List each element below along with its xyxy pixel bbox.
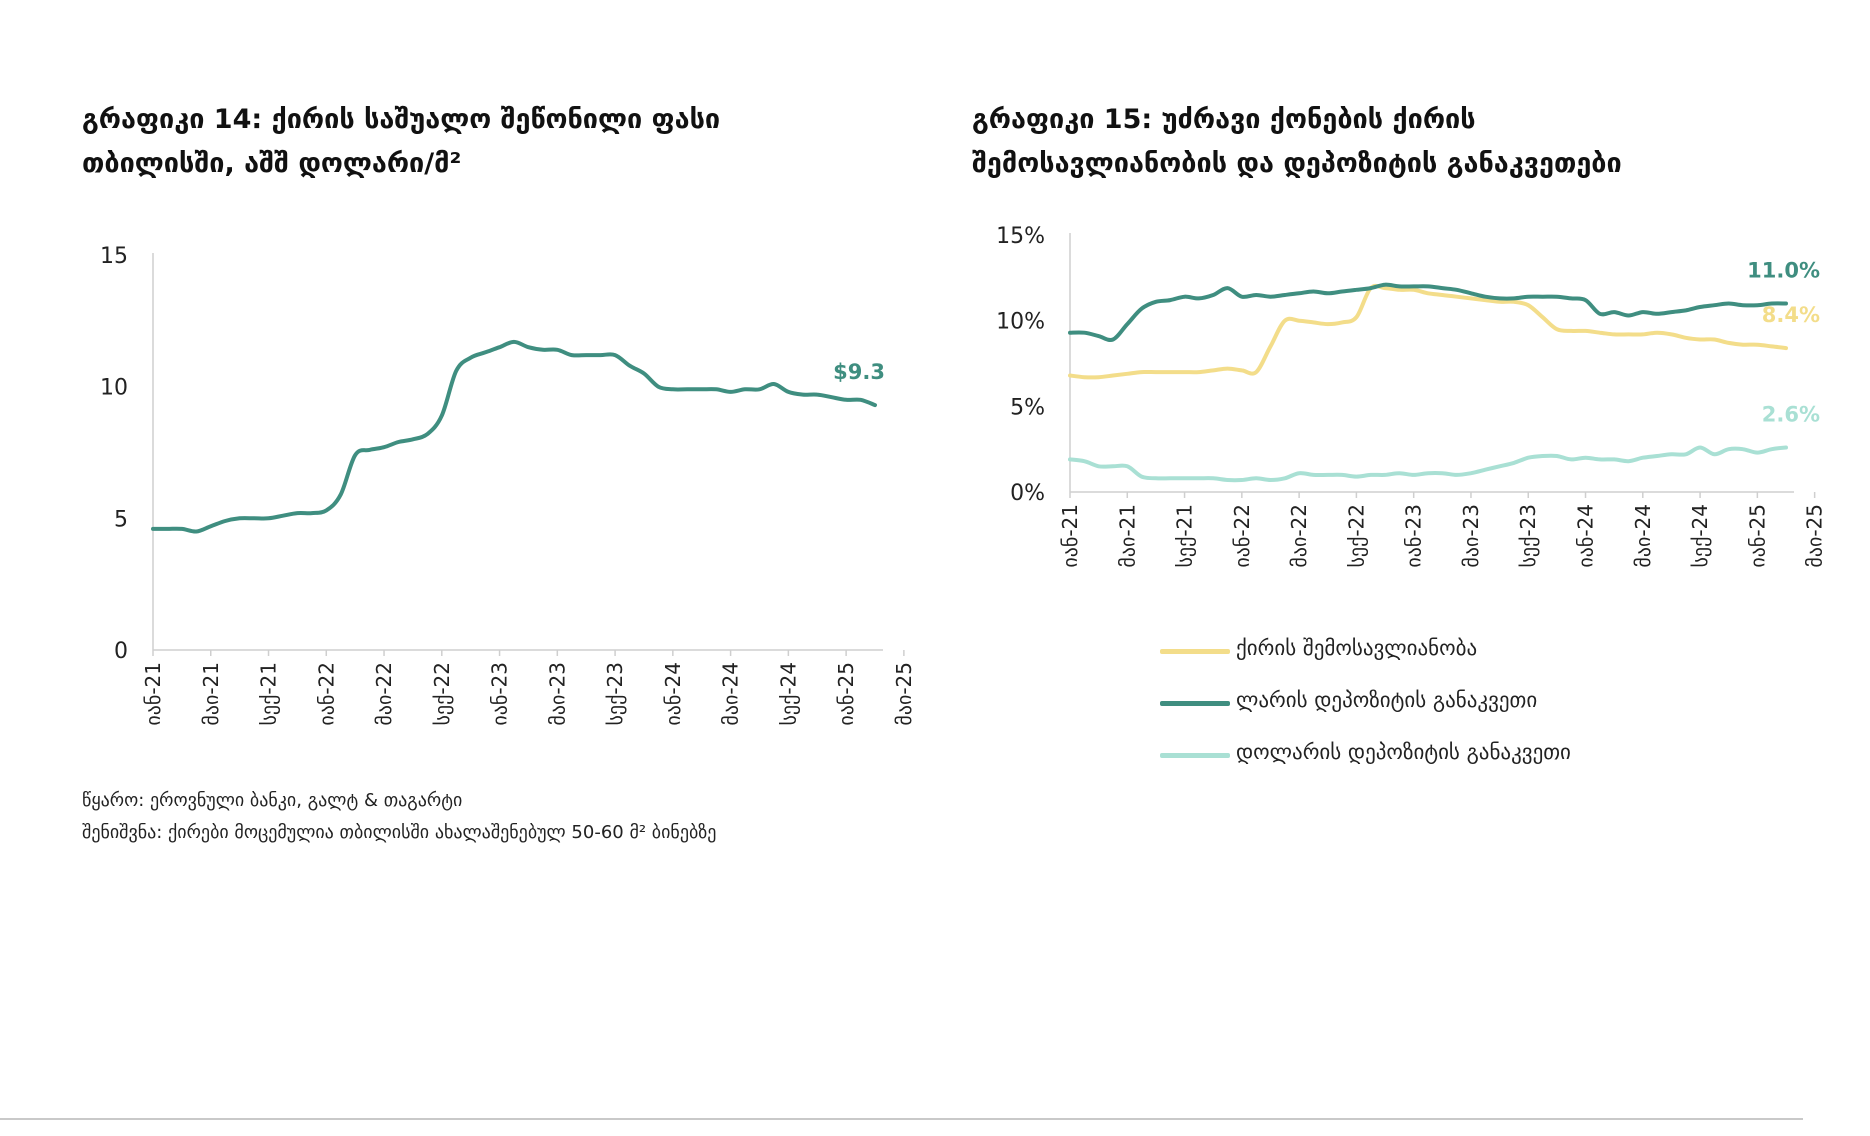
x-tick-label: მაი-24 — [1631, 504, 1655, 568]
x-tick-label: სექ-23 — [603, 662, 627, 726]
x-tick-label: სექ-24 — [1688, 504, 1712, 568]
chart15-title: გრაფიკი 15: უძრავი ქონების ქირის შემოსავ… — [972, 98, 1622, 186]
x-tick-label: იან-23 — [1402, 504, 1426, 568]
x-tick-label: იან-24 — [661, 662, 685, 726]
x-tick-label: სექ-21 — [1173, 504, 1197, 568]
series-line-14-0 — [151, 339, 877, 534]
x-tick-label: იან-25 — [834, 662, 858, 726]
x-tick-label: მაი-21 — [199, 662, 223, 726]
x-tick-label: სექ-22 — [1344, 504, 1368, 568]
y-tick-label: 15 — [100, 244, 128, 269]
legend-label-gel-deposit: ლარის დეპოზიტის განაკვეთი — [1236, 688, 1538, 712]
x-tick-label: იან-21 — [141, 662, 165, 726]
y-tick-label: 15% — [996, 224, 1045, 249]
y-tick-label: 0% — [1010, 481, 1045, 506]
legend-label-usd-deposit: დოლარის დეპოზიტის განაკვეთი — [1236, 740, 1571, 764]
x-tick-label: მაი-25 — [1803, 504, 1827, 568]
series-line-15-2 — [1068, 445, 1788, 483]
series-line-15-0 — [1068, 283, 1788, 380]
x-tick-label: იან-22 — [314, 662, 338, 726]
x-tick-label: სექ-22 — [430, 662, 454, 726]
y-tick-label: 10% — [996, 310, 1045, 335]
chart14-title-line2: თბილისში, აშშ დოლარი/მ² — [82, 148, 462, 179]
legend-swatch-gel-deposit — [1160, 701, 1230, 706]
x-tick-label: მაი-22 — [372, 662, 396, 726]
y-tick-label: 5 — [114, 507, 128, 532]
x-tick-label: მაი-22 — [1287, 504, 1311, 568]
chart14-title-line1: გრაფიკი 14: ქირის საშუალო შეწონილი ფასი — [82, 104, 721, 135]
x-tick-label: სექ-21 — [257, 662, 281, 726]
chart15-title-line2: შემოსავლიანობის და დეპოზიტის განაკვეთები — [972, 148, 1622, 179]
y-tick-label: 5% — [1010, 395, 1045, 420]
x-tick-label: მაი-23 — [1459, 504, 1483, 568]
legend-swatch-rental-yield — [1160, 649, 1230, 654]
x-tick-label: სექ-24 — [776, 662, 800, 726]
x-tick-label: მაი-24 — [719, 662, 743, 726]
y-tick-label: 10 — [100, 376, 128, 401]
x-tick-label: იან-22 — [1230, 504, 1254, 568]
legend-swatch-usd-deposit — [1160, 753, 1230, 758]
x-tick-label: იან-24 — [1574, 504, 1598, 568]
series-end-label: 2.6% — [1762, 402, 1820, 426]
x-tick-label: სექ-23 — [1516, 504, 1540, 568]
series-end-label: $9.3 — [833, 360, 885, 384]
chart14-title: გრაფიკი 14: ქირის საშუალო შეწონილი ფასი … — [82, 98, 720, 186]
series-line-15-1 — [1068, 282, 1788, 342]
x-tick-label: იან-23 — [488, 662, 512, 726]
source-note: წყარო: ეროვნული ბანკი, გალტ & თაგარტი — [82, 790, 463, 811]
series-end-label: 11.0% — [1747, 259, 1820, 283]
x-tick-label: მაი-21 — [1115, 504, 1139, 568]
chart15-plot: 0% 5% 10% 15% იან-21 მაი-21 სექ-21 იან-22 მაი-22… — [996, 224, 1827, 568]
y-tick-label: 0 — [114, 639, 128, 664]
x-tick-label: იან-25 — [1745, 504, 1769, 568]
legend-label-rental-yield: ქირის შემოსავლიანობა — [1236, 636, 1478, 660]
x-tick-label: მაი-25 — [892, 662, 916, 726]
chart14-plot: 0 5 10 15 იან-21 მაი-21 სექ-21 იან-22 მაი-22 სექ-… — [100, 244, 916, 726]
footnote: შენიშვნა: ქირები მოცემულია თბილისში ახალ… — [82, 822, 717, 843]
x-tick-label: მაი-23 — [545, 662, 569, 726]
series-end-label: 8.4% — [1762, 303, 1820, 327]
chart15-title-line1: გრაფიკი 15: უძრავი ქონების ქირის — [972, 104, 1476, 135]
x-tick-label: იან-21 — [1058, 504, 1082, 568]
page-footer-divider — [0, 1118, 1803, 1120]
